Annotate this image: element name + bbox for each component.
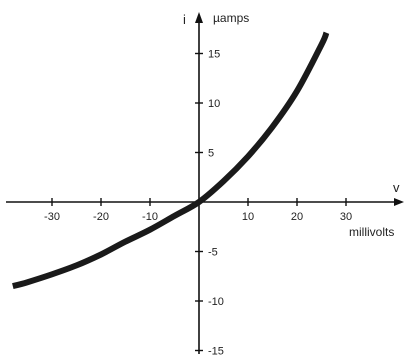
x-tick-label: -30	[44, 211, 60, 223]
y-tick-label: -15	[208, 346, 224, 358]
x-tick-label: -20	[93, 211, 109, 223]
x-axis-arrowhead	[394, 198, 404, 206]
y-axis-unit-label: µamps	[213, 11, 249, 25]
y-axis-arrowhead	[195, 12, 203, 23]
y-tick-label: -10	[208, 296, 224, 308]
x-axis-symbol: v	[393, 180, 400, 195]
x-tick-label: 10	[242, 211, 254, 223]
x-tick-label: -10	[142, 211, 158, 223]
y-tick-label: 5	[208, 148, 214, 160]
y-tick-label: -5	[208, 247, 218, 259]
tick-labels: -30 -20 -10 10 20 30 -15 -10 -5 5 10 15	[44, 49, 352, 358]
y-tick-label: 15	[208, 49, 220, 61]
x-tick-label: 20	[291, 211, 303, 223]
series-line	[12, 31, 330, 290]
x-axis-unit-label: millivolts	[349, 225, 394, 239]
x-tick-label: 30	[340, 211, 352, 223]
y-tick-label: 10	[208, 98, 220, 110]
y-axis-symbol: i	[183, 12, 186, 27]
